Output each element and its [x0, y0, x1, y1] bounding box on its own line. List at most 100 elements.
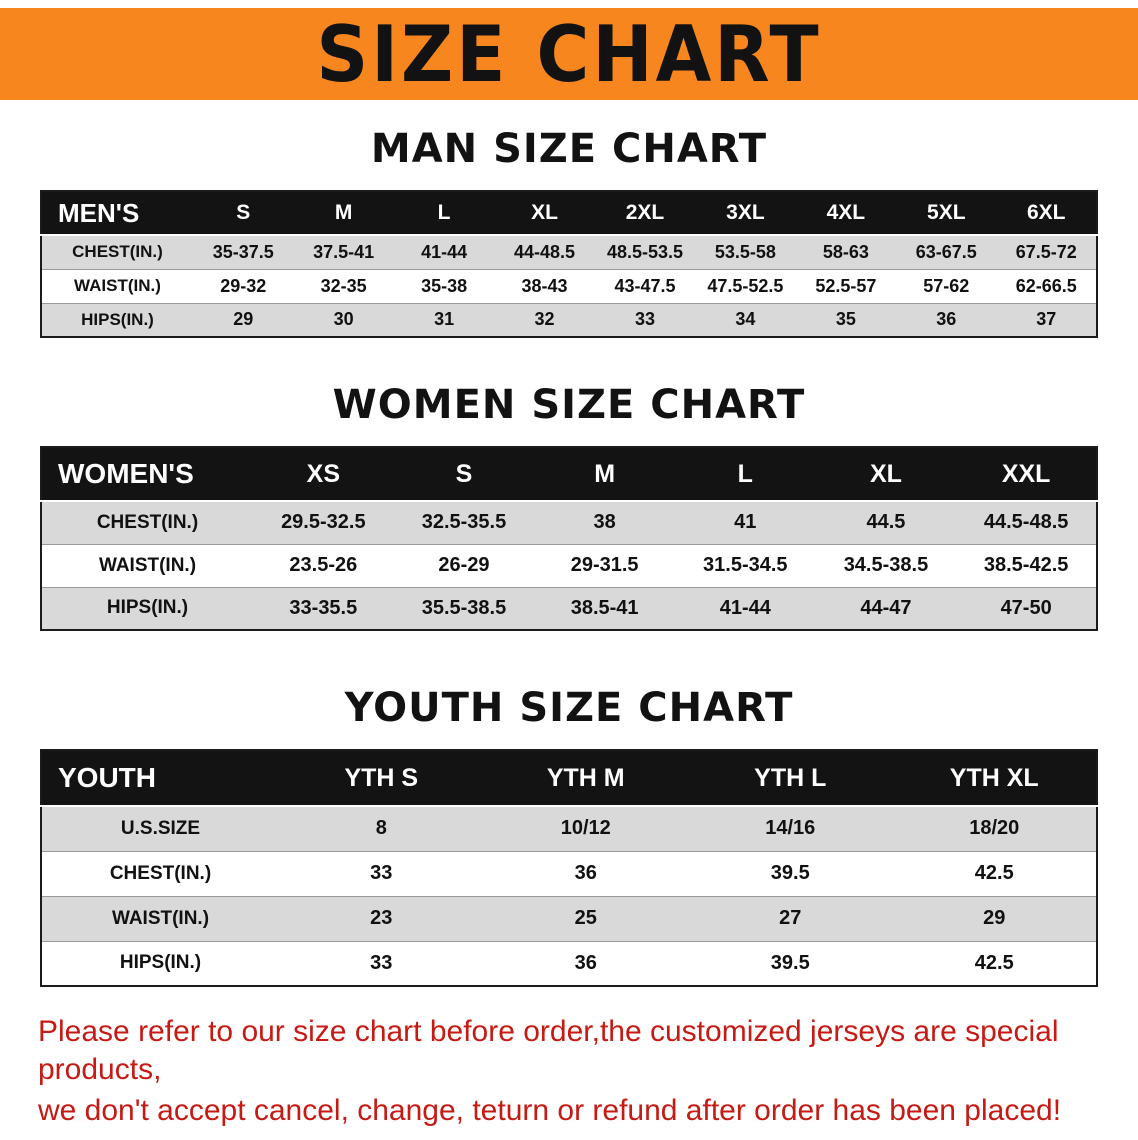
size-value: 25	[574, 907, 597, 929]
table-row: HIPS(IN.) 29 30 31 32 33 34 35 36 37	[41, 303, 1097, 337]
size-value: 35-37.5	[212, 241, 274, 262]
size-column-header: YTH L	[688, 750, 893, 806]
size-value: 31.5-34.5	[703, 554, 788, 576]
size-value: 29.5-32.5	[281, 511, 366, 534]
size-value: 48.5-53.5	[606, 241, 683, 262]
measurement-label: HIPS(IN.)	[81, 309, 154, 329]
table-corner-label: WOMEN'S	[41, 447, 253, 501]
size-value: 35	[835, 309, 856, 330]
size-column-header: YTH XL	[892, 750, 1097, 806]
size-column-header: S	[393, 447, 535, 501]
size-value: 32-35	[320, 275, 367, 296]
size-column-header: M	[534, 447, 675, 501]
footer-disclaimer: Please refer to our size chart before or…	[0, 1013, 1138, 1130]
size-value: 30	[333, 309, 354, 330]
size-value: 31	[434, 309, 455, 330]
size-value: 44.5-48.5	[983, 511, 1069, 534]
size-column-header: 2XL	[594, 191, 696, 235]
size-value: 44-47	[860, 596, 912, 619]
size-value: 57-62	[923, 275, 970, 296]
size-value: 33-35.5	[289, 596, 358, 619]
size-value: 10/12	[560, 817, 611, 840]
size-chart-page: SIZE CHART MAN SIZE CHART MEN'S S M L XL 2XL 3…	[0, 8, 1138, 1130]
size-value: 41-44	[421, 241, 468, 262]
size-column-header: L	[674, 447, 816, 501]
women-size-table: WOMEN'S XS S M L XL XXL CHEST(IN.) 29.5-32.5 32.5…	[40, 446, 1098, 631]
size-value: 58-63	[822, 241, 869, 262]
size-column-header: XS	[253, 447, 394, 501]
size-value: 8	[375, 817, 387, 840]
size-column-header: YTH S	[279, 750, 484, 806]
size-column-header: 6XL	[996, 191, 1097, 235]
table-row: WAIST(IN.) 23.5-26 26-29 29-31.5 31.5-34.5 34…	[41, 544, 1097, 587]
size-value: 32.5-35.5	[421, 511, 507, 534]
measurement-label: WAIST(IN.)	[98, 554, 197, 576]
size-value: 23.5-26	[289, 554, 358, 576]
size-value: 18/20	[969, 817, 1020, 840]
size-chart-banner: SIZE CHART	[0, 8, 1138, 100]
size-column-header: 5XL	[896, 191, 997, 235]
measurement-label: CHEST(IN.)	[72, 242, 163, 262]
size-value: 29-31.5	[570, 554, 639, 576]
size-value: 26-29	[438, 554, 490, 576]
size-value: 35.5-38.5	[421, 596, 507, 619]
size-value: 32	[534, 309, 555, 330]
size-value: 67.5-72	[1015, 241, 1077, 262]
size-value: 33	[370, 951, 393, 974]
table-corner-label: MEN'S	[41, 191, 193, 235]
size-column-header: XL	[494, 191, 595, 235]
size-value: 36	[574, 862, 597, 884]
size-value: 42.5	[974, 862, 1014, 884]
table-row: CHEST(IN.) 29.5-32.5 32.5-35.5 38 41 44.5 44.5…	[41, 501, 1097, 544]
measurement-label: CHEST(IN.)	[109, 862, 212, 884]
size-value: 29-32	[220, 275, 267, 296]
size-value: 42.5	[974, 951, 1014, 974]
size-value: 34.5-38.5	[843, 554, 929, 576]
size-value: 29	[233, 309, 254, 330]
size-value: 38.5-41	[570, 596, 639, 619]
measurement-label: HIPS(IN.)	[106, 597, 189, 619]
size-column-header: L	[393, 191, 495, 235]
size-column-header: S	[193, 191, 294, 235]
size-value: 44.5	[866, 511, 906, 534]
size-value: 47.5-52.5	[707, 275, 784, 296]
size-value: 63-67.5	[915, 241, 977, 262]
size-value: 37	[1036, 309, 1057, 330]
table-header-row: WOMEN'S XS S M L XL XXL	[41, 447, 1097, 501]
size-value: 33	[634, 309, 655, 330]
measurement-label: CHEST(IN.)	[96, 511, 199, 533]
table-row: HIPS(IN.) 33 36 39.5 42.5	[41, 941, 1097, 986]
table-row: HIPS(IN.) 33-35.5 35.5-38.5 38.5-41 41-44 44-…	[41, 587, 1097, 630]
size-value: 23	[370, 907, 393, 929]
size-value: 38	[593, 511, 616, 534]
size-value: 33	[370, 862, 393, 884]
table-header-row: YOUTH YTH S YTH M YTH L YTH XL	[41, 750, 1097, 806]
size-value: 39.5	[770, 951, 810, 974]
youth-size-table: YOUTH YTH S YTH M YTH L YTH XL U.S.SIZE 8 10/12…	[40, 749, 1098, 987]
size-value: 44-48.5	[514, 241, 576, 262]
section-women-size-chart: WOMEN SIZE CHART WOMEN'S XS S M L XL XXL CHEST(…	[0, 382, 1138, 631]
footer-note-line-2: we don't accept cancel, change, teturn o…	[38, 1094, 1062, 1127]
table-corner-label: YOUTH	[41, 750, 279, 806]
size-value: 38.5-42.5	[983, 554, 1069, 576]
size-value: 62-66.5	[1015, 275, 1077, 296]
size-value: 38-43	[521, 275, 568, 296]
table-header-row: MEN'S S M L XL 2XL 3XL 4XL 5XL 6XL	[41, 191, 1097, 235]
measurement-label: WAIST(IN.)	[111, 907, 210, 929]
men-section-heading: MAN SIZE CHART	[370, 126, 768, 172]
measurement-label: WAIST(IN.)	[74, 276, 161, 295]
table-row: WAIST(IN.) 29-32 32-35 35-38 38-43 43-47.5 47.…	[41, 269, 1097, 303]
size-column-header: 4XL	[795, 191, 897, 235]
size-column-header: M	[293, 191, 394, 235]
size-value: 34	[735, 309, 756, 330]
size-value: 36	[936, 309, 957, 330]
size-value: 39.5	[770, 862, 810, 884]
women-section-heading: WOMEN SIZE CHART	[332, 382, 806, 428]
footer-note-line-1: Please refer to our size chart before or…	[38, 1015, 1059, 1086]
table-row: CHEST(IN.) 33 36 39.5 42.5	[41, 851, 1097, 896]
size-value: 53.5-58	[714, 241, 776, 262]
table-row: U.S.SIZE 8 10/12 14/16 18/20	[41, 806, 1097, 851]
size-column-header: 3XL	[695, 191, 796, 235]
size-value: 35-38	[421, 275, 468, 296]
size-column-header: XXL	[956, 447, 1097, 501]
